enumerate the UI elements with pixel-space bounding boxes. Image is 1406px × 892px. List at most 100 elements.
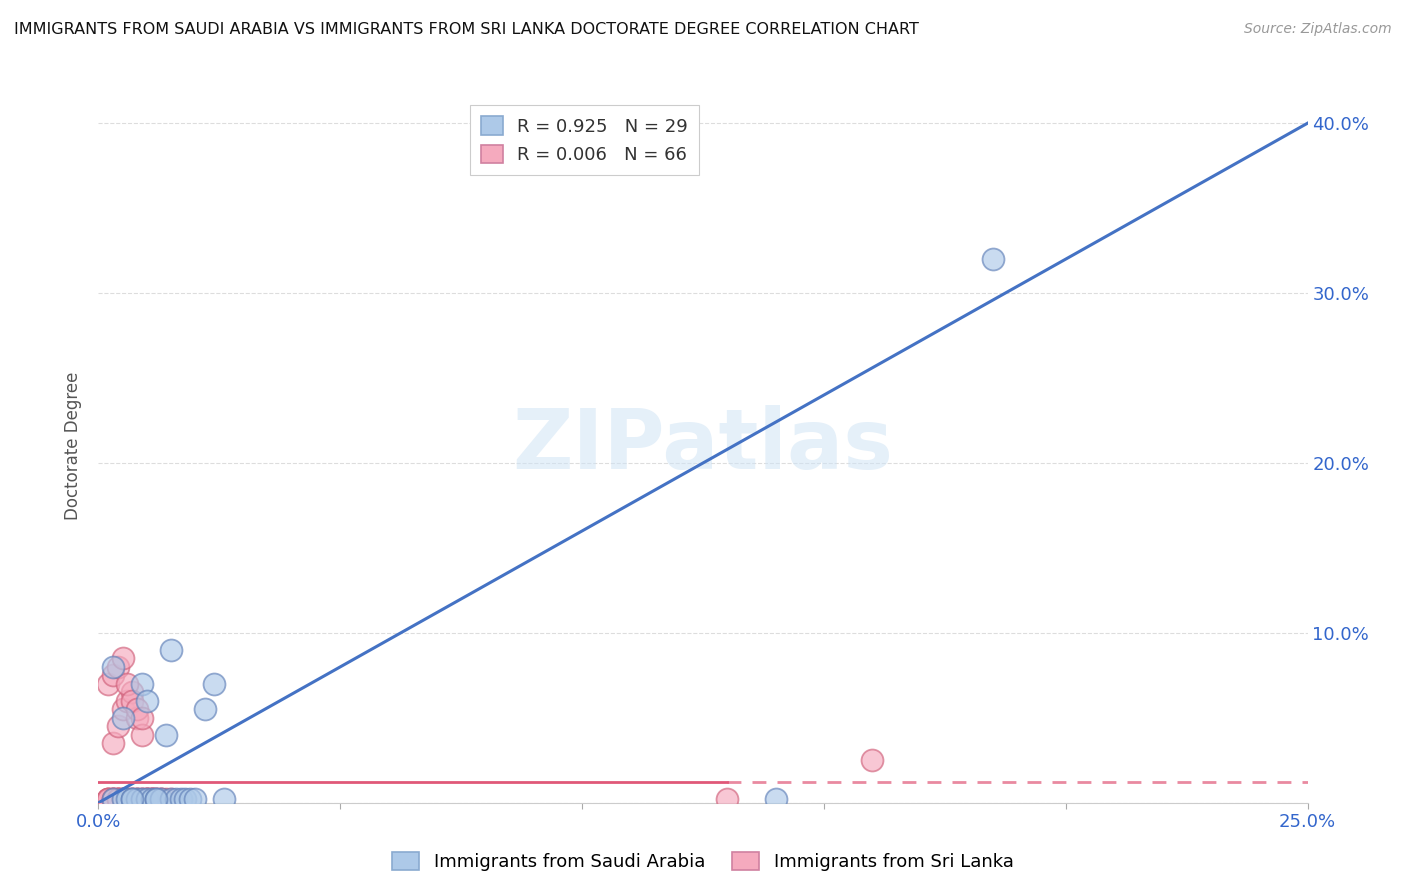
Point [111, 792, 134, 806]
Point [150, 792, 173, 806]
Point [212, 792, 235, 806]
Point [107, 660, 129, 674]
Point [107, 792, 129, 806]
Point [111, 792, 134, 806]
Point [111, 792, 134, 806]
Point [107, 792, 129, 806]
Point [204, 677, 226, 691]
Point [121, 792, 143, 806]
Point [97, 792, 120, 806]
Point [131, 711, 153, 725]
Point [160, 643, 183, 657]
Point [97, 677, 120, 691]
Point [107, 792, 129, 806]
Point [121, 792, 143, 806]
Point [121, 694, 143, 708]
Point [765, 792, 787, 806]
Point [127, 711, 149, 725]
Point [121, 792, 143, 806]
Point [97, 792, 120, 806]
Point [169, 792, 191, 806]
Point [135, 792, 157, 806]
Point [131, 792, 153, 806]
Point [107, 792, 129, 806]
Point [127, 792, 149, 806]
Point [101, 792, 124, 806]
Point [111, 792, 134, 806]
Text: Source: ZipAtlas.com: Source: ZipAtlas.com [1244, 22, 1392, 37]
Point [111, 702, 134, 716]
Point [155, 728, 177, 742]
Point [131, 792, 153, 806]
Point [716, 792, 738, 806]
Text: IMMIGRANTS FROM SAUDI ARABIA VS IMMIGRANTS FROM SRI LANKA DOCTORATE DEGREE CORRE: IMMIGRANTS FROM SAUDI ARABIA VS IMMIGRAN… [14, 22, 920, 37]
Point [141, 792, 163, 806]
Point [131, 792, 153, 806]
Point [101, 792, 124, 806]
Point [184, 792, 207, 806]
Point [160, 792, 183, 806]
Point [194, 702, 217, 716]
Point [155, 792, 177, 806]
Point [101, 792, 124, 806]
Point [141, 792, 163, 806]
Point [101, 792, 124, 806]
Point [174, 792, 197, 806]
Point [135, 792, 157, 806]
Point [141, 792, 163, 806]
Y-axis label: Doctorate Degree: Doctorate Degree [65, 372, 83, 520]
Point [165, 792, 187, 806]
Point [117, 792, 139, 806]
Point [150, 792, 173, 806]
Point [145, 792, 167, 806]
Point [111, 711, 134, 725]
Text: ZIPatlas: ZIPatlas [513, 406, 893, 486]
Point [135, 792, 157, 806]
Point [121, 685, 143, 699]
Point [127, 792, 149, 806]
Point [117, 792, 139, 806]
Point [131, 728, 153, 742]
Point [121, 792, 143, 806]
Point [117, 694, 139, 708]
Point [101, 736, 124, 750]
Point [101, 792, 124, 806]
Point [145, 792, 167, 806]
Point [131, 792, 153, 806]
Point [101, 660, 124, 674]
Point [145, 792, 167, 806]
Point [160, 792, 183, 806]
Point [127, 792, 149, 806]
Point [135, 792, 157, 806]
Point [111, 792, 134, 806]
Point [107, 719, 129, 733]
Point [179, 792, 201, 806]
Point [111, 792, 134, 806]
Point [135, 792, 157, 806]
Point [981, 252, 1004, 266]
Point [97, 792, 120, 806]
Point [150, 792, 173, 806]
Point [107, 792, 129, 806]
Point [141, 792, 163, 806]
Point [145, 792, 167, 806]
Point [135, 694, 157, 708]
Point [111, 651, 134, 665]
Point [117, 792, 139, 806]
Legend: R = 0.925   N = 29, R = 0.006   N = 66: R = 0.925 N = 29, R = 0.006 N = 66 [470, 105, 699, 175]
Point [101, 668, 124, 682]
Point [101, 792, 124, 806]
Legend: Immigrants from Saudi Arabia, Immigrants from Sri Lanka: Immigrants from Saudi Arabia, Immigrants… [385, 845, 1021, 879]
Point [145, 792, 167, 806]
Point [131, 677, 153, 691]
Point [135, 792, 157, 806]
Point [97, 792, 120, 806]
Point [141, 792, 163, 806]
Point [127, 702, 149, 716]
Point [860, 753, 883, 767]
Point [121, 792, 143, 806]
Point [117, 677, 139, 691]
Point [150, 792, 173, 806]
Point [141, 792, 163, 806]
Point [117, 792, 139, 806]
